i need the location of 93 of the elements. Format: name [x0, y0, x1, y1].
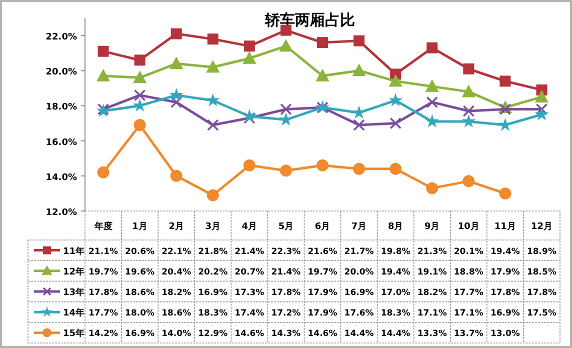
data-label: 14.3% [271, 329, 302, 340]
x-tick-label: 2月 [168, 221, 184, 232]
data-label: 17.9% [308, 308, 338, 319]
data-label: 13.7% [454, 329, 484, 340]
x-tick-label: 10月 [458, 221, 480, 232]
data-label: 20.0% [344, 267, 374, 278]
data-label: 16.9% [125, 329, 156, 340]
data-label: 17.8% [526, 288, 557, 298]
data-label: 20.1% [454, 246, 484, 257]
data-label: 18.8% [454, 267, 484, 278]
data-label: 14.2% [88, 329, 118, 340]
data-label: 17.9% [308, 288, 338, 298]
x-tick-label: 12月 [530, 221, 552, 232]
data-label: 12.9% [198, 329, 228, 340]
legend-label: 12年 [63, 266, 85, 278]
x-tick-label: 11月 [494, 221, 516, 232]
y-tick-label: 14.0% [46, 172, 77, 183]
data-label: 18.3% [198, 308, 228, 319]
data-label: 14.4% [344, 329, 374, 340]
x-tick-label: 3月 [205, 221, 221, 232]
legend-entry: 11年 [34, 246, 85, 257]
legend-entry: 15年 [34, 328, 85, 340]
x-tick-label: 4月 [242, 221, 258, 232]
data-label: 22.3% [271, 246, 302, 257]
data-label: 16.9% [344, 288, 374, 298]
data-label: 21.1% [88, 246, 118, 257]
data-label: 17.5% [526, 308, 557, 319]
data-label: 21.8% [198, 246, 228, 257]
y-tick-label: 18.0% [46, 102, 77, 113]
data-label: 21.3% [417, 246, 448, 257]
legend-entry: 14年 [34, 306, 85, 319]
data-label: 18.6% [125, 288, 156, 298]
data-label: 17.8% [490, 288, 520, 298]
x-tick-label: 1月 [132, 221, 148, 232]
legend-label: 13年 [63, 287, 85, 298]
data-label: 18.2% [417, 288, 448, 298]
x-tick-label: 8月 [388, 221, 404, 232]
data-label: 17.3% [234, 288, 265, 298]
x-tick-label: 7月 [351, 221, 367, 232]
data-label: 18.9% [526, 246, 557, 257]
legend-entry: 13年 [34, 287, 85, 298]
data-label: 17.0% [380, 288, 411, 298]
data-label: 16.9% [490, 308, 520, 319]
data-label: 14.0% [162, 329, 192, 340]
legend-label: 14年 [63, 308, 85, 319]
data-label: 21.7% [344, 246, 374, 257]
data-label: 18.2% [162, 288, 192, 298]
x-tick-label: 6月 [314, 221, 330, 232]
data-label: 22.1% [162, 246, 192, 257]
data-label: 18.3% [380, 308, 411, 319]
data-label: 16.9% [198, 288, 228, 298]
data-label: 13.0% [490, 329, 520, 340]
legend-label: 11年 [63, 246, 85, 257]
y-tick-label: 22.0% [46, 32, 77, 43]
data-label: 18.0% [125, 308, 156, 319]
data-label: 17.8% [271, 288, 302, 298]
data-label: 17.2% [271, 308, 302, 319]
data-label: 19.7% [88, 267, 118, 278]
y-tick-label: 16.0% [46, 138, 77, 148]
data-label: 20.4% [162, 267, 192, 278]
data-label: 20.2% [198, 267, 228, 278]
data-label: 18.5% [526, 267, 557, 278]
data-label: 17.4% [234, 308, 265, 319]
data-label: 17.1% [454, 308, 484, 319]
data-label: 14.6% [234, 329, 265, 340]
data-label: 14.4% [380, 329, 411, 340]
data-label: 17.6% [344, 308, 374, 319]
data-label: 17.1% [417, 308, 448, 319]
data-label: 19.1% [417, 267, 448, 278]
data-label: 19.4% [380, 267, 411, 278]
x-tick-label: 5月 [278, 221, 294, 232]
data-label: 18.6% [162, 308, 192, 319]
data-label: 13.3% [417, 329, 448, 340]
data-label: 17.7% [454, 288, 484, 298]
data-label: 20.7% [234, 267, 265, 278]
data-label: 17.8% [88, 288, 118, 298]
data-label: 19.4% [490, 246, 520, 257]
data-label: 19.8% [380, 246, 411, 257]
data-label: 20.6% [125, 246, 156, 257]
data-label: 17.7% [88, 308, 118, 319]
data-label: 17.9% [490, 267, 520, 278]
data-label: 21.4% [234, 246, 265, 257]
data-label: 21.6% [308, 246, 338, 257]
legend-entry: 12年 [34, 265, 85, 278]
data-label: 19.6% [125, 267, 156, 278]
data-label: 21.4% [271, 267, 302, 278]
data-label: 14.6% [308, 329, 338, 340]
y-tick-label: 12.0% [46, 208, 77, 218]
y-tick-label: 20.0% [46, 68, 77, 78]
data-label: 19.7% [308, 267, 338, 278]
x-tick-label: 年度 [93, 221, 112, 232]
legend-label: 15年 [63, 328, 85, 340]
x-tick-label: 9月 [424, 221, 440, 232]
